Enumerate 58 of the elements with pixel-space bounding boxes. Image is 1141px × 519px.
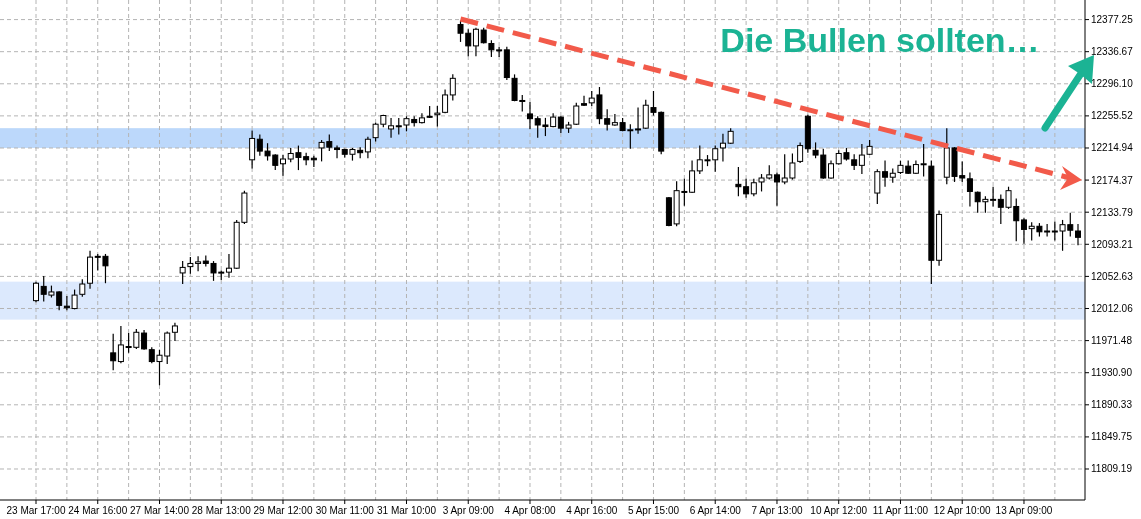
candlestick [828,160,835,180]
candlestick [526,101,533,130]
x-tick-label: 23 Mar 17:00 [6,505,66,516]
x-tick-label: 28 Mar 13:00 [191,505,252,516]
x-tick-label: 3 Apr 09:00 [442,505,495,516]
candlestick [1075,223,1081,246]
candlestick [249,129,256,170]
candlestick [773,171,780,207]
x-tick-label: 10 Apr 12:00 [810,505,868,516]
y-tick-label: 11849.75 [1091,431,1133,443]
candlestick [110,333,117,371]
y-tick-label: 12255.52 [1091,110,1134,122]
x-tick-label: 4 Apr 16:00 [566,505,618,516]
x-tick-label: 7 Apr 13:00 [751,505,803,516]
candlestick [141,329,148,351]
x-tick-label: 24 Mar 16:00 [68,505,128,516]
x-tick-label: 12 Apr 10:00 [933,505,992,516]
candlestick [874,168,881,205]
candlestick [171,322,178,342]
x-tick-label: 6 Apr 14:00 [689,505,742,516]
candlestick [882,160,889,188]
y-tick-label: 11930.90 [1091,367,1133,379]
x-tick-label: 13 Apr 09:00 [995,505,1053,516]
y-tick-label: 12052.63 [1091,270,1134,282]
y-tick-label: 12012.06 [1091,303,1134,314]
candlestick [33,281,39,303]
x-tick-label: 4 Apr 08:00 [504,505,556,516]
candlestick [719,133,726,162]
candlestick [388,117,395,139]
y-tick-label: 11809.19 [1091,463,1133,475]
x-tick-label: 27 Mar 14:00 [130,505,190,516]
x-tick-label: 30 Mar 11:00 [315,505,375,516]
candlestick [635,106,642,135]
candlestick [581,95,588,107]
y-tick-label: 11971.48 [1091,335,1133,347]
x-tick-label: 11 Apr 11:00 [872,505,929,516]
candlestick [966,171,973,208]
candlestick [364,136,371,159]
x-tick-label: 29 Mar 12:00 [253,505,313,516]
y-tick-label: 11890.33 [1091,399,1133,411]
y-tick-label: 12133.79 [1091,206,1134,218]
candlestick [1020,217,1027,245]
candlestick [179,260,186,285]
candlestick [225,253,232,279]
candlestick [797,141,804,164]
y-tick-label: 12377.25 [1091,14,1134,26]
y-tick-label: 12214.94 [1091,142,1134,154]
y-tick-label: 12296.10 [1091,78,1134,90]
y-tick-label: 12174.37 [1091,174,1134,186]
candlestick [334,144,341,159]
candlestick [449,73,456,102]
candlestick [472,27,479,57]
y-tick-label: 12336.67 [1091,46,1134,58]
annotation: Die Bullen sollten… [720,21,1040,59]
x-tick-label: 31 Mar 10:00 [377,505,437,516]
x-tick-label: 5 Apr 15:00 [627,505,680,516]
candlestick [279,154,286,177]
y-tick-label: 12093.21 [1091,238,1134,250]
